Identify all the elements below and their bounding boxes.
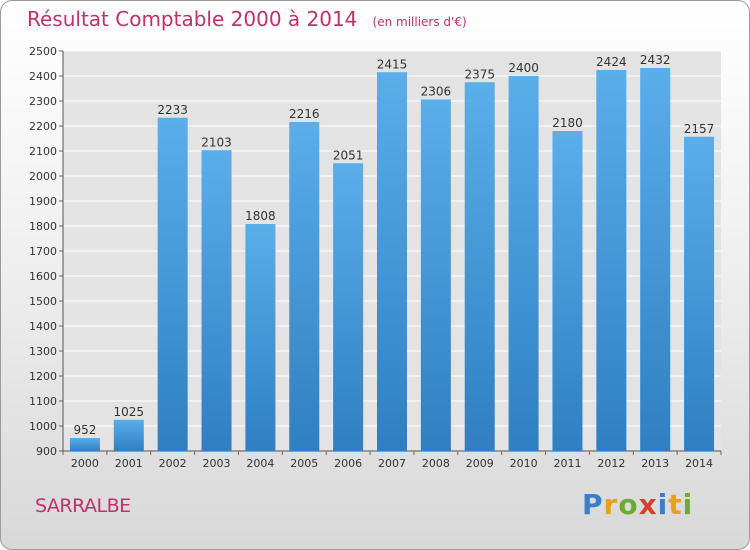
y-tick-label: 1700 bbox=[29, 245, 57, 258]
chart-title: Résultat Comptable 2000 à 2014 (en milli… bbox=[27, 7, 467, 31]
y-tick-label: 1400 bbox=[29, 320, 57, 333]
bar bbox=[684, 136, 715, 451]
y-tick-label: 1200 bbox=[29, 370, 57, 383]
logo-letter: r bbox=[603, 488, 619, 521]
y-tick-label: 2200 bbox=[29, 120, 57, 133]
x-tick-label: 2007 bbox=[378, 457, 406, 470]
title-text: Résultat Comptable 2000 à 2014 bbox=[27, 7, 358, 31]
place-name: SARRALBE bbox=[35, 495, 131, 517]
data-label: 2103 bbox=[201, 135, 232, 149]
bar bbox=[333, 163, 364, 451]
x-tick-label: 2003 bbox=[203, 457, 231, 470]
bar bbox=[289, 122, 320, 451]
y-tick-label: 2100 bbox=[29, 145, 57, 158]
logo-letter: P bbox=[582, 488, 604, 521]
logo-letter: x bbox=[638, 488, 658, 521]
data-label: 2216 bbox=[289, 107, 320, 121]
data-label: 2432 bbox=[640, 53, 671, 67]
data-label: 2180 bbox=[552, 116, 583, 130]
y-tick-label: 1900 bbox=[29, 195, 57, 208]
y-tick-label: 900 bbox=[36, 445, 57, 458]
bar bbox=[245, 224, 276, 451]
x-tick-label: 2006 bbox=[334, 457, 362, 470]
x-tick-label: 2004 bbox=[246, 457, 274, 470]
unit-note: (en milliers d'€) bbox=[372, 15, 467, 29]
data-label: 1025 bbox=[114, 405, 145, 419]
y-tick-label: 2000 bbox=[29, 170, 57, 183]
x-tick-label: 2010 bbox=[510, 457, 538, 470]
x-tick-label: 2011 bbox=[553, 457, 581, 470]
y-tick-label: 1600 bbox=[29, 270, 57, 283]
x-tick-label: 2001 bbox=[115, 457, 143, 470]
y-tick-label: 1000 bbox=[29, 420, 57, 433]
data-label: 2051 bbox=[333, 148, 364, 162]
bar bbox=[201, 150, 232, 451]
logo-letter: i bbox=[682, 488, 694, 521]
logo-letter: i bbox=[657, 488, 669, 521]
bar bbox=[640, 68, 671, 451]
data-label: 2415 bbox=[377, 57, 408, 71]
proxiti-logo: Proxiti bbox=[582, 488, 693, 521]
x-tick-label: 2013 bbox=[641, 457, 669, 470]
data-label: 2375 bbox=[464, 67, 495, 81]
x-tick-label: 2012 bbox=[597, 457, 625, 470]
x-tick-label: 2014 bbox=[685, 457, 713, 470]
y-tick-label: 2500 bbox=[29, 45, 57, 58]
bar bbox=[596, 70, 627, 451]
y-tick-label: 1800 bbox=[29, 220, 57, 233]
bar bbox=[69, 438, 100, 451]
x-tick-label: 2009 bbox=[466, 457, 494, 470]
logo-letter: t bbox=[668, 488, 683, 521]
bar bbox=[377, 72, 407, 451]
x-tick-label: 2008 bbox=[422, 457, 450, 470]
y-tick-label: 2300 bbox=[29, 95, 57, 108]
x-tick-label: 2005 bbox=[290, 457, 318, 470]
y-tick-label: 1100 bbox=[29, 395, 57, 408]
x-tick-label: 2002 bbox=[159, 457, 187, 470]
data-label: 2306 bbox=[421, 85, 452, 99]
data-label: 2233 bbox=[157, 103, 188, 117]
y-tick-label: 1500 bbox=[29, 295, 57, 308]
data-label: 2424 bbox=[596, 55, 627, 69]
bar bbox=[420, 99, 451, 451]
data-label: 2157 bbox=[684, 122, 715, 136]
y-tick-label: 2400 bbox=[29, 70, 57, 83]
logo-letter: o bbox=[618, 488, 639, 521]
bar bbox=[157, 117, 188, 451]
data-label: 952 bbox=[73, 423, 96, 437]
x-tick-label: 2000 bbox=[71, 457, 99, 470]
y-tick-label: 1300 bbox=[29, 345, 57, 358]
data-label: 1808 bbox=[245, 209, 276, 223]
bar bbox=[508, 76, 539, 451]
bar bbox=[113, 419, 144, 451]
bar bbox=[464, 82, 495, 451]
data-label: 2400 bbox=[508, 61, 539, 75]
bar bbox=[552, 131, 583, 451]
